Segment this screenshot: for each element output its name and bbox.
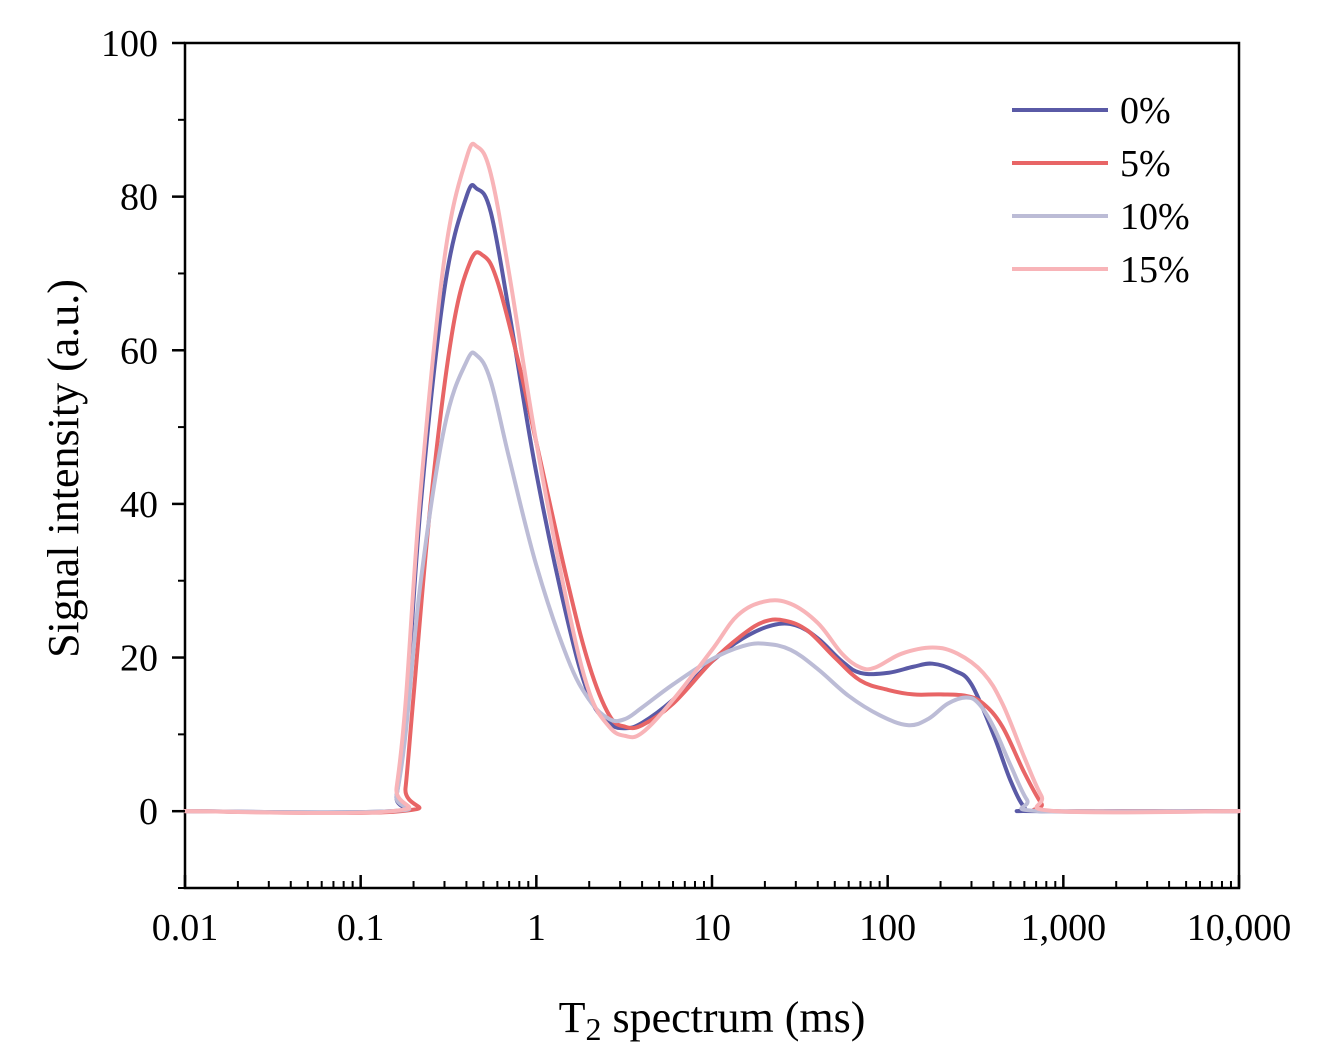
y-tick-label: 60 bbox=[120, 330, 158, 372]
plot-area bbox=[183, 41, 1241, 890]
y-tick-label: 0 bbox=[139, 791, 158, 833]
x-axis-title-subscript: 2 bbox=[585, 1011, 601, 1047]
x-axis: 0.01 0.1 1 10 100 1,000 10,000 bbox=[152, 875, 1292, 949]
series-line-10pct bbox=[183, 350, 1241, 815]
series-line-5pct bbox=[183, 250, 1241, 816]
x-axis-title-rest: spectrum (ms) bbox=[601, 993, 865, 1042]
legend-label: 10% bbox=[1120, 196, 1190, 238]
series-group bbox=[183, 141, 1241, 816]
x-tick-label: 1,000 bbox=[1021, 907, 1107, 949]
y-axis: 0 20 40 60 80 100 bbox=[101, 23, 185, 889]
legend-label: 0% bbox=[1120, 90, 1171, 132]
legend-label: 5% bbox=[1120, 143, 1171, 185]
y-tick-label: 100 bbox=[101, 23, 158, 65]
x-tick-label: 10,000 bbox=[1187, 907, 1292, 949]
y-tick-label: 20 bbox=[120, 638, 158, 680]
x-tick-label: 1 bbox=[527, 907, 546, 949]
y-tick-label: 80 bbox=[120, 177, 158, 219]
x-tick-label: 0.01 bbox=[152, 907, 219, 949]
series-line-15pct bbox=[183, 141, 1241, 816]
legend: 0% 5% 10% 15% bbox=[1012, 90, 1190, 291]
legend-label: 15% bbox=[1120, 249, 1190, 291]
plot-frame bbox=[183, 41, 1241, 890]
x-tick-label: 10 bbox=[693, 907, 731, 949]
y-tick-label: 40 bbox=[120, 484, 158, 526]
series-line-0pct bbox=[183, 183, 1241, 815]
x-tick-label: 100 bbox=[859, 907, 916, 949]
y-axis-title: Signal intensity (a.u.) bbox=[39, 279, 88, 658]
x-tick-label: 0.1 bbox=[337, 907, 385, 949]
x-axis-title: T2 spectrum (ms) bbox=[559, 993, 866, 1047]
x-axis-title-main: T bbox=[559, 993, 586, 1042]
